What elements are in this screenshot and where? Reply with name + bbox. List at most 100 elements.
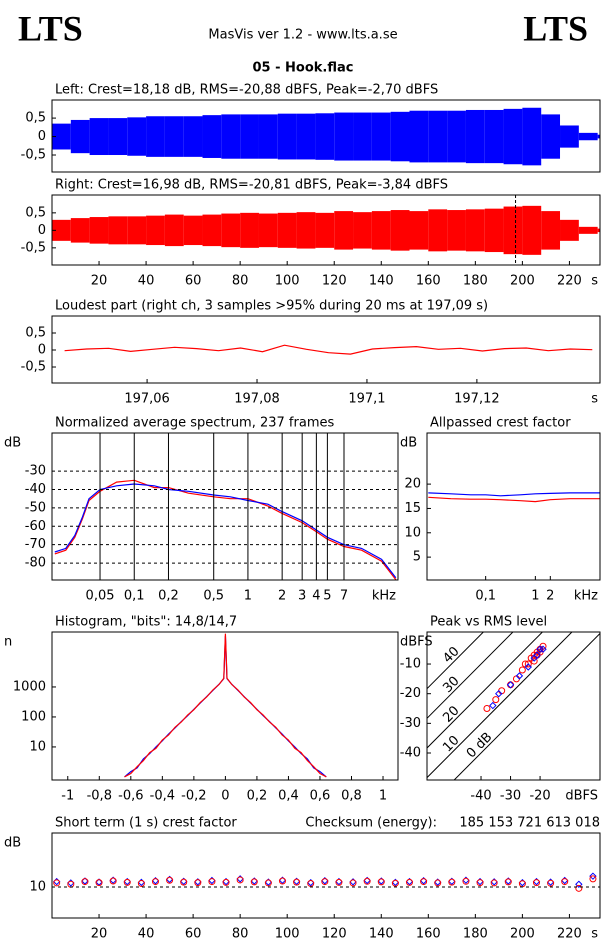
crest-line-label: 40 (440, 644, 462, 666)
x-tick-label: 60 (185, 274, 202, 289)
waveform-segment (428, 110, 448, 163)
point (180, 878, 188, 886)
waveform-segment (240, 212, 259, 248)
x-unit: s (591, 392, 598, 407)
point (222, 878, 230, 886)
x-tick-label: 0,2 (158, 589, 179, 604)
waveform-segment (70, 218, 90, 243)
waveform-segment (334, 112, 354, 161)
point (495, 689, 503, 698)
y-tick-label: 10 (29, 739, 46, 754)
x-tick-label: 0,05 (86, 589, 115, 604)
series-line (428, 492, 600, 497)
waveform-segment (541, 114, 561, 159)
plot-frame (426, 631, 601, 781)
y-tick-label: -70 (25, 537, 46, 552)
file-name: 05 - Hook.flac (253, 61, 354, 76)
x-tick-label: 180 (463, 927, 488, 942)
y-tick-label: 5 (413, 550, 421, 565)
waveform-segment (108, 118, 128, 156)
point (524, 663, 532, 671)
waveform-segment (221, 114, 241, 159)
x-tick-label: 1 (379, 789, 387, 804)
x-tick-label: 197,1 (348, 392, 385, 407)
x-tick-label: 197,06 (124, 392, 170, 407)
plot-frame (426, 432, 601, 581)
x-tick-label: 4 (312, 589, 320, 604)
waveform-segment (578, 226, 598, 234)
y-tick-label: -0,5 (21, 148, 46, 163)
plot-area (52, 195, 600, 265)
x-tick-label: 220 (557, 927, 582, 942)
crest-line (427, 632, 544, 749)
x-tick-label: -40 (470, 789, 491, 804)
point (515, 672, 524, 680)
y-tick-label: 100 (21, 709, 46, 724)
point (81, 878, 89, 886)
y-tick-label: -60 (25, 519, 46, 534)
crest-line-label: 0 dB (464, 730, 496, 762)
y-tick-label: 10 (29, 879, 46, 894)
checksum-value: 185 153 721 613 018 (459, 816, 600, 831)
point (109, 877, 117, 885)
x-tick-label: 80 (232, 274, 249, 289)
point (483, 705, 491, 713)
y-tick-label: 0 (38, 223, 46, 238)
waveform-segment (447, 210, 466, 251)
point (95, 879, 103, 887)
waveform-segment (522, 107, 542, 166)
series-line (64, 344, 593, 355)
point (547, 879, 555, 887)
waveform-segment (277, 212, 297, 248)
waveform-segment (428, 209, 448, 252)
waveform-segment (127, 117, 147, 156)
point (512, 675, 520, 683)
x-tick-label: 140 (369, 274, 394, 289)
series-line (54, 479, 397, 580)
plot-frame (51, 832, 601, 919)
point (391, 879, 399, 887)
waveform-segment (560, 219, 579, 241)
y-tick-label: -40 (25, 482, 46, 497)
point (377, 878, 385, 886)
chart-title: Loudest part (right ch, 3 samples >95% d… (55, 299, 488, 314)
chart-title: Normalized average spectrum, 237 frames (55, 416, 334, 431)
plot-area (64, 344, 593, 355)
waveform-segment (258, 213, 278, 248)
x-tick-label: 0,2 (247, 789, 268, 804)
waveform-segment (183, 215, 203, 246)
y-tick-label: -10 (400, 657, 421, 672)
plot-area (124, 633, 327, 778)
point (95, 878, 103, 886)
x-tick-label: 0,4 (278, 789, 299, 804)
x-tick-label: 3 (298, 589, 306, 604)
y-tick-label: 1000 (13, 679, 46, 694)
waveform-segment (465, 209, 485, 252)
waveform-segment (258, 114, 278, 159)
point (498, 687, 506, 695)
chart-title: Short term (1 s) crest factor (55, 816, 237, 831)
crest-line (427, 632, 514, 719)
point (489, 701, 497, 710)
x-tick-label: 200 (510, 927, 535, 942)
x-tick-label: 5 (323, 589, 331, 604)
point (448, 878, 456, 886)
series-line (124, 635, 327, 778)
waveform-segment (127, 216, 147, 245)
waveform-segment (164, 214, 184, 247)
waveform-segment (597, 228, 600, 233)
point (476, 879, 484, 887)
point (490, 879, 498, 887)
plot-area (52, 872, 597, 892)
waveform-segment (353, 212, 372, 249)
chart-title: Allpassed crest factor (430, 416, 571, 431)
app-name: MasVis ver 1.2 - www.lts.a.se (208, 28, 397, 43)
point (349, 879, 357, 887)
waveform-segment (296, 212, 316, 249)
plot-area: 40 30 20 10 0 dB (427, 632, 600, 780)
point (561, 878, 569, 886)
x-tick-label: 2 (278, 589, 286, 604)
x-tick-label: 20 (91, 927, 108, 942)
waveform-segment (522, 205, 542, 255)
